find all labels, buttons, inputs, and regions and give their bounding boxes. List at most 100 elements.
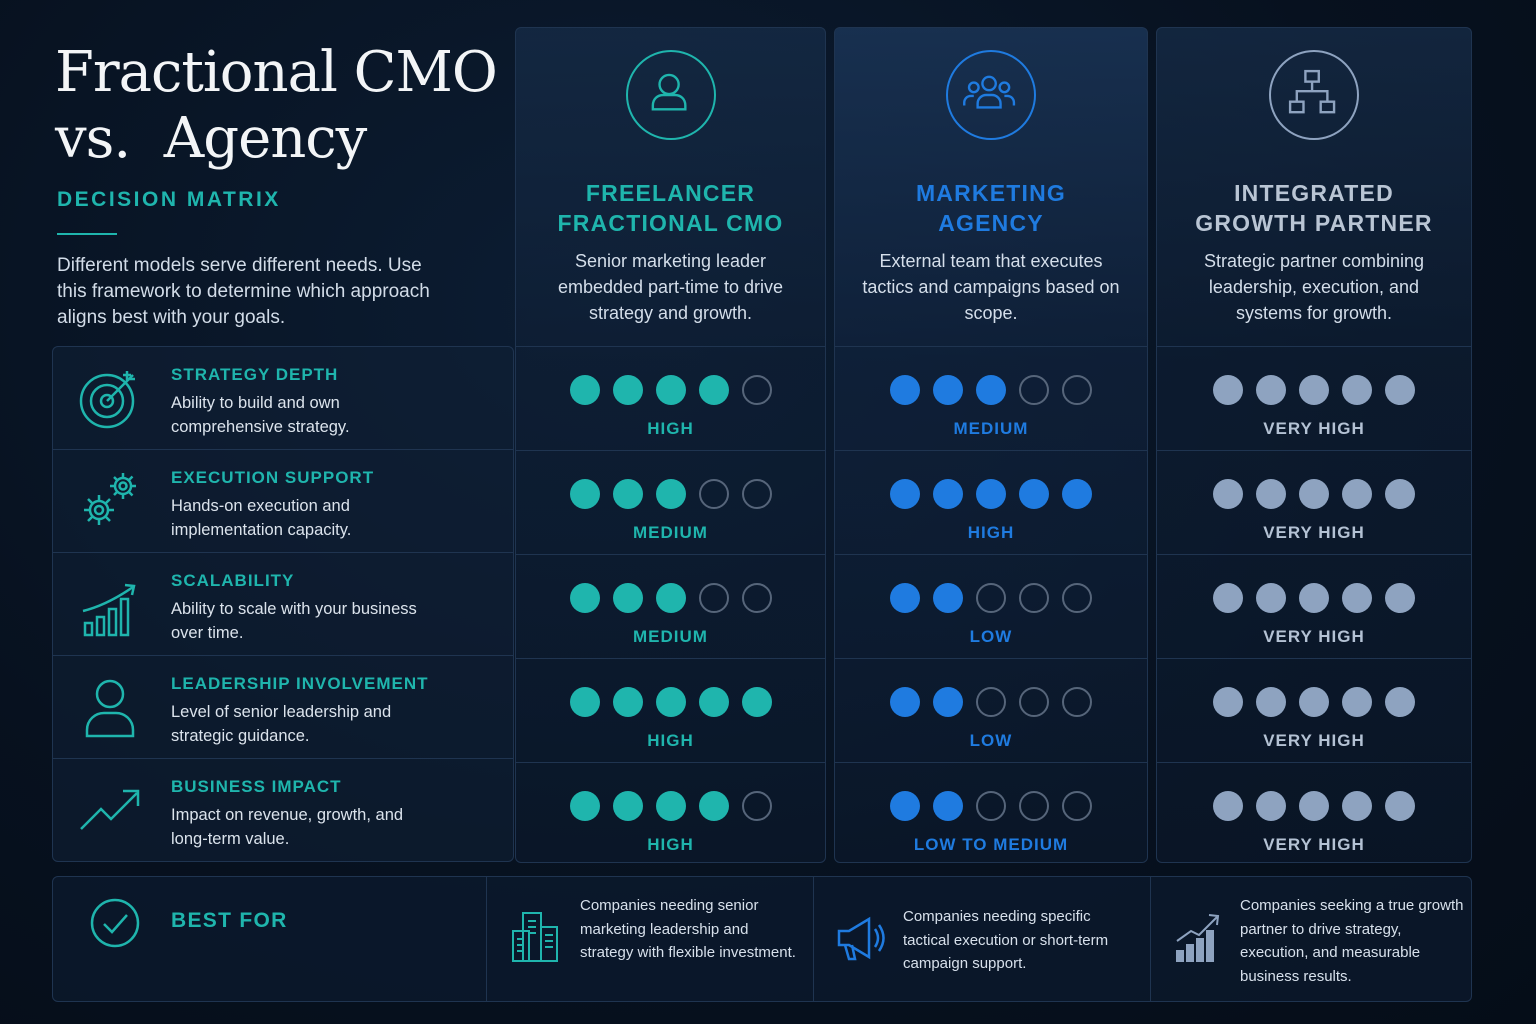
column-title-line-2: FRACTIONAL CMO (557, 210, 784, 236)
rating-cell: VERY HIGH (1157, 554, 1471, 658)
criteria-title: EXECUTION SUPPORT (171, 468, 375, 487)
rating-dot-empty (976, 583, 1006, 613)
rating-dot-empty (1019, 375, 1049, 405)
rating-dots (516, 791, 825, 821)
criteria-row-leadership-involvement: LEADERSHIP INVOLVEMENT Level of senior l… (53, 656, 513, 759)
column-title-line-1: MARKETING (915, 180, 1067, 206)
rating-dot-filled (1256, 791, 1286, 821)
column-title: MARKETING AGENCY (835, 178, 1147, 238)
criteria-row-business-impact: BUSINESS IMPACT Impact on revenue, growt… (53, 759, 513, 862)
rating-cell: MEDIUM (516, 450, 825, 554)
best-for-panel: BEST FOR Companies needing senior market… (52, 876, 1472, 1002)
rating-dot-filled (1299, 479, 1329, 509)
rating-dot-filled (1385, 687, 1415, 717)
rating-label: HIGH (647, 731, 694, 750)
title-line-1: Fractional CMO (55, 40, 498, 105)
rating-label: LOW (969, 627, 1013, 646)
rating-dot-filled (655, 791, 686, 821)
rating-dot-filled (933, 791, 963, 821)
rating-dot-filled (1062, 479, 1092, 509)
rating-dot-filled (612, 687, 643, 717)
rating-dot-empty (741, 375, 772, 405)
rating-cell: LOW TO MEDIUM (835, 762, 1147, 866)
rating-dot-filled (1342, 791, 1372, 821)
rating-dot-empty (1019, 583, 1049, 613)
rating-dot-filled (655, 583, 686, 613)
column-title: FREELANCER FRACTIONAL CMO (516, 178, 825, 238)
rating-label: VERY HIGH (1263, 419, 1365, 438)
rating-dot-filled (569, 791, 600, 821)
rating-dots (1157, 687, 1471, 717)
rating-dot-filled (933, 375, 963, 405)
rating-dot-filled (1256, 687, 1286, 717)
rating-dot-filled (1213, 479, 1243, 509)
criteria-panel: STRATEGY DEPTH Ability to build and own … (52, 346, 514, 862)
title-divider (57, 233, 117, 235)
rating-cell: MEDIUM (516, 554, 825, 658)
rating-dot-filled (655, 375, 686, 405)
team-icon (946, 50, 1036, 140)
rating-label: HIGH (967, 523, 1015, 542)
rating-dot-filled (1342, 687, 1372, 717)
trend-up-icon (80, 789, 140, 830)
rating-dot-filled (698, 375, 729, 405)
rating-dot-filled (1299, 791, 1329, 821)
rating-label: VERY HIGH (1263, 523, 1365, 542)
best-for-divider (1150, 877, 1151, 1001)
rating-dot-filled (890, 583, 920, 613)
column-desc: External team that executes tactics and … (862, 251, 1120, 323)
rating-dots (1157, 583, 1471, 613)
rating-dot-filled (1385, 375, 1415, 405)
rating-dots (835, 583, 1147, 613)
best-for-text-agency: Companies needing specific tactical exec… (903, 908, 1109, 972)
growth-chart-icon (1176, 914, 1220, 962)
criteria-title: STRATEGY DEPTH (171, 365, 339, 384)
column-freelancer-cmo: FREELANCER FRACTIONAL CMO Senior marketi… (515, 27, 826, 863)
rating-dot-filled (655, 479, 686, 509)
rating-dot-empty (976, 791, 1006, 821)
rating-dots (1157, 479, 1471, 509)
rating-dot-filled (1213, 687, 1243, 717)
person-icon (85, 679, 135, 738)
rating-dots (516, 583, 825, 613)
rating-dot-empty (976, 687, 1006, 717)
rating-dot-filled (1256, 479, 1286, 509)
rating-dot-filled (698, 687, 729, 717)
rating-dot-filled (1299, 375, 1329, 405)
rating-dot-filled (655, 687, 686, 717)
growth-bars-icon (82, 583, 136, 637)
rating-label: MEDIUM (953, 419, 1029, 438)
rating-label: HIGH (647, 835, 694, 854)
criteria-desc: Ability to scale with your business over… (171, 600, 417, 642)
column-title-line-1: FREELANCER (585, 180, 756, 206)
rating-dot-empty (698, 479, 729, 509)
rating-dot-filled (933, 479, 963, 509)
rating-dot-filled (1299, 687, 1329, 717)
rating-label: VERY HIGH (1263, 731, 1365, 750)
rating-dot-filled (569, 479, 600, 509)
rating-dot-empty (741, 791, 772, 821)
org-chart-icon (1269, 50, 1359, 140)
rating-label: VERY HIGH (1263, 835, 1365, 854)
buildings-icon (512, 912, 558, 962)
rating-label: MEDIUM (633, 523, 708, 542)
rating-label: LOW TO MEDIUM (913, 835, 1069, 854)
rating-dot-empty (1062, 583, 1092, 613)
rating-dot-filled (1019, 479, 1049, 509)
column-title-line-2: AGENCY (938, 210, 1044, 236)
criteria-desc: Level of senior leadership and strategic… (171, 703, 392, 745)
rating-dot-empty (741, 583, 772, 613)
rating-dot-filled (1213, 583, 1243, 613)
best-for-text-partner: Companies seeking a true growth partner … (1240, 897, 1464, 985)
rating-dot-filled (612, 479, 643, 509)
rating-dot-empty (1062, 791, 1092, 821)
rating-dot-filled (933, 583, 963, 613)
rating-dot-filled (612, 375, 643, 405)
column-integrated-growth-partner: INTEGRATED GROWTH PARTNER Strategic part… (1156, 27, 1472, 863)
rating-dot-filled (1213, 375, 1243, 405)
rating-dot-filled (569, 687, 600, 717)
page-title: Fractional CMO vs. Agency (55, 40, 498, 172)
rating-dot-filled (1385, 583, 1415, 613)
rating-dots (1157, 375, 1471, 405)
rating-label: MEDIUM (633, 627, 708, 646)
